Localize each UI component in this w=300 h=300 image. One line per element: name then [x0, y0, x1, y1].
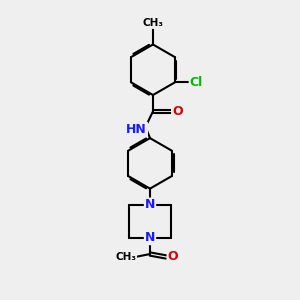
Text: N: N	[145, 199, 155, 212]
Text: N: N	[145, 231, 155, 244]
Text: O: O	[168, 250, 178, 263]
Text: HN: HN	[126, 123, 147, 136]
Text: CH₃: CH₃	[115, 252, 136, 262]
Text: CH₃: CH₃	[142, 18, 164, 28]
Text: Cl: Cl	[190, 76, 203, 89]
Text: O: O	[172, 105, 183, 118]
